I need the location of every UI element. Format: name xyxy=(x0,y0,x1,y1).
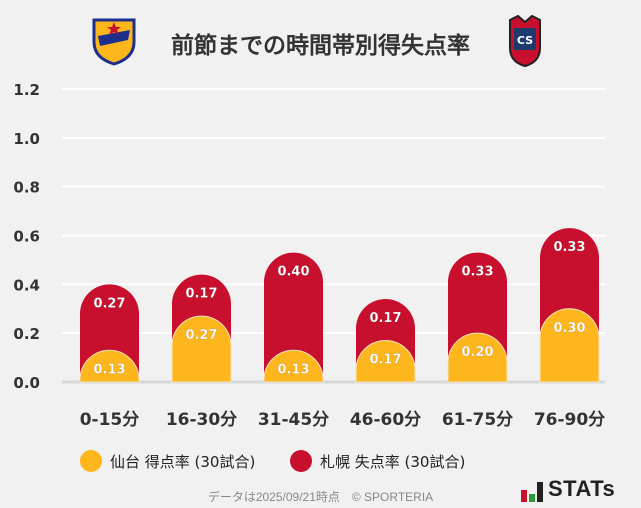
bar-segment xyxy=(539,308,600,383)
data-label: 0.13 xyxy=(277,362,309,377)
x-category-label: 46-60分 xyxy=(350,410,421,430)
bar-segment xyxy=(447,332,508,383)
stats-logo-icon xyxy=(521,482,543,502)
bar-segment xyxy=(79,349,140,383)
bar-segment xyxy=(263,349,324,383)
data-label: 0.17 xyxy=(369,352,401,367)
x-category-label: 76-90分 xyxy=(534,410,605,430)
legend-label-sapporo: 札幌 失点率 (30試合) xyxy=(320,452,466,471)
data-label: 0.40 xyxy=(277,265,309,280)
stats-brand: STATs xyxy=(521,476,615,502)
data-label: 0.27 xyxy=(93,296,125,311)
y-tick-label: 0.8 xyxy=(13,179,40,197)
bar-segment xyxy=(171,315,232,383)
chart-title: 前節までの時間帯別得失点率 xyxy=(171,33,470,59)
bar-segment xyxy=(264,252,323,382)
y-tick-label: 0.6 xyxy=(13,228,40,246)
data-label: 0.13 xyxy=(93,362,125,377)
footer-note: データは2025/09/21時点 © SPORTERIA xyxy=(207,490,434,504)
x-category-label: 31-45分 xyxy=(258,410,329,430)
legend-item-sendai: 仙台 得点率 (30試合) xyxy=(80,450,255,472)
stats-wordmark: STATs xyxy=(548,476,616,501)
y-tick-label: 0.4 xyxy=(13,276,40,294)
legend-item-sapporo: 札幌 失点率 (30試合) xyxy=(290,450,465,472)
bar-segment xyxy=(355,340,416,383)
y-tick-label: 0.0 xyxy=(13,374,40,392)
data-label: 0.20 xyxy=(461,345,493,360)
x-category-label: 61-75分 xyxy=(442,410,513,430)
legend-swatch-sapporo xyxy=(290,450,312,472)
data-label: 0.33 xyxy=(461,265,493,280)
y-tick-label: 1.0 xyxy=(13,130,40,148)
data-label: 0.27 xyxy=(185,328,217,343)
data-label: 0.30 xyxy=(553,321,585,336)
x-category-label: 0-15分 xyxy=(80,410,140,430)
legend-swatch-sendai xyxy=(80,450,102,472)
vegalta-logo xyxy=(92,18,136,66)
legend-label-sendai: 仙台 得点率 (30試合) xyxy=(110,452,256,471)
x-category-label: 16-30分 xyxy=(166,410,237,430)
svg-text:CS: CS xyxy=(517,34,533,47)
y-tick-label: 1.2 xyxy=(13,81,40,99)
consadole-logo: CS xyxy=(509,14,541,68)
data-label: 0.33 xyxy=(553,240,585,255)
data-label: 0.17 xyxy=(369,311,401,326)
bar-chart: 0.0 0.2 0.4 0.6 0.8 1.0 1.2 0.13 0.27 0-15分 0.27 0.… xyxy=(13,81,605,430)
y-tick-label: 0.2 xyxy=(13,325,40,343)
data-label: 0.17 xyxy=(185,287,217,302)
